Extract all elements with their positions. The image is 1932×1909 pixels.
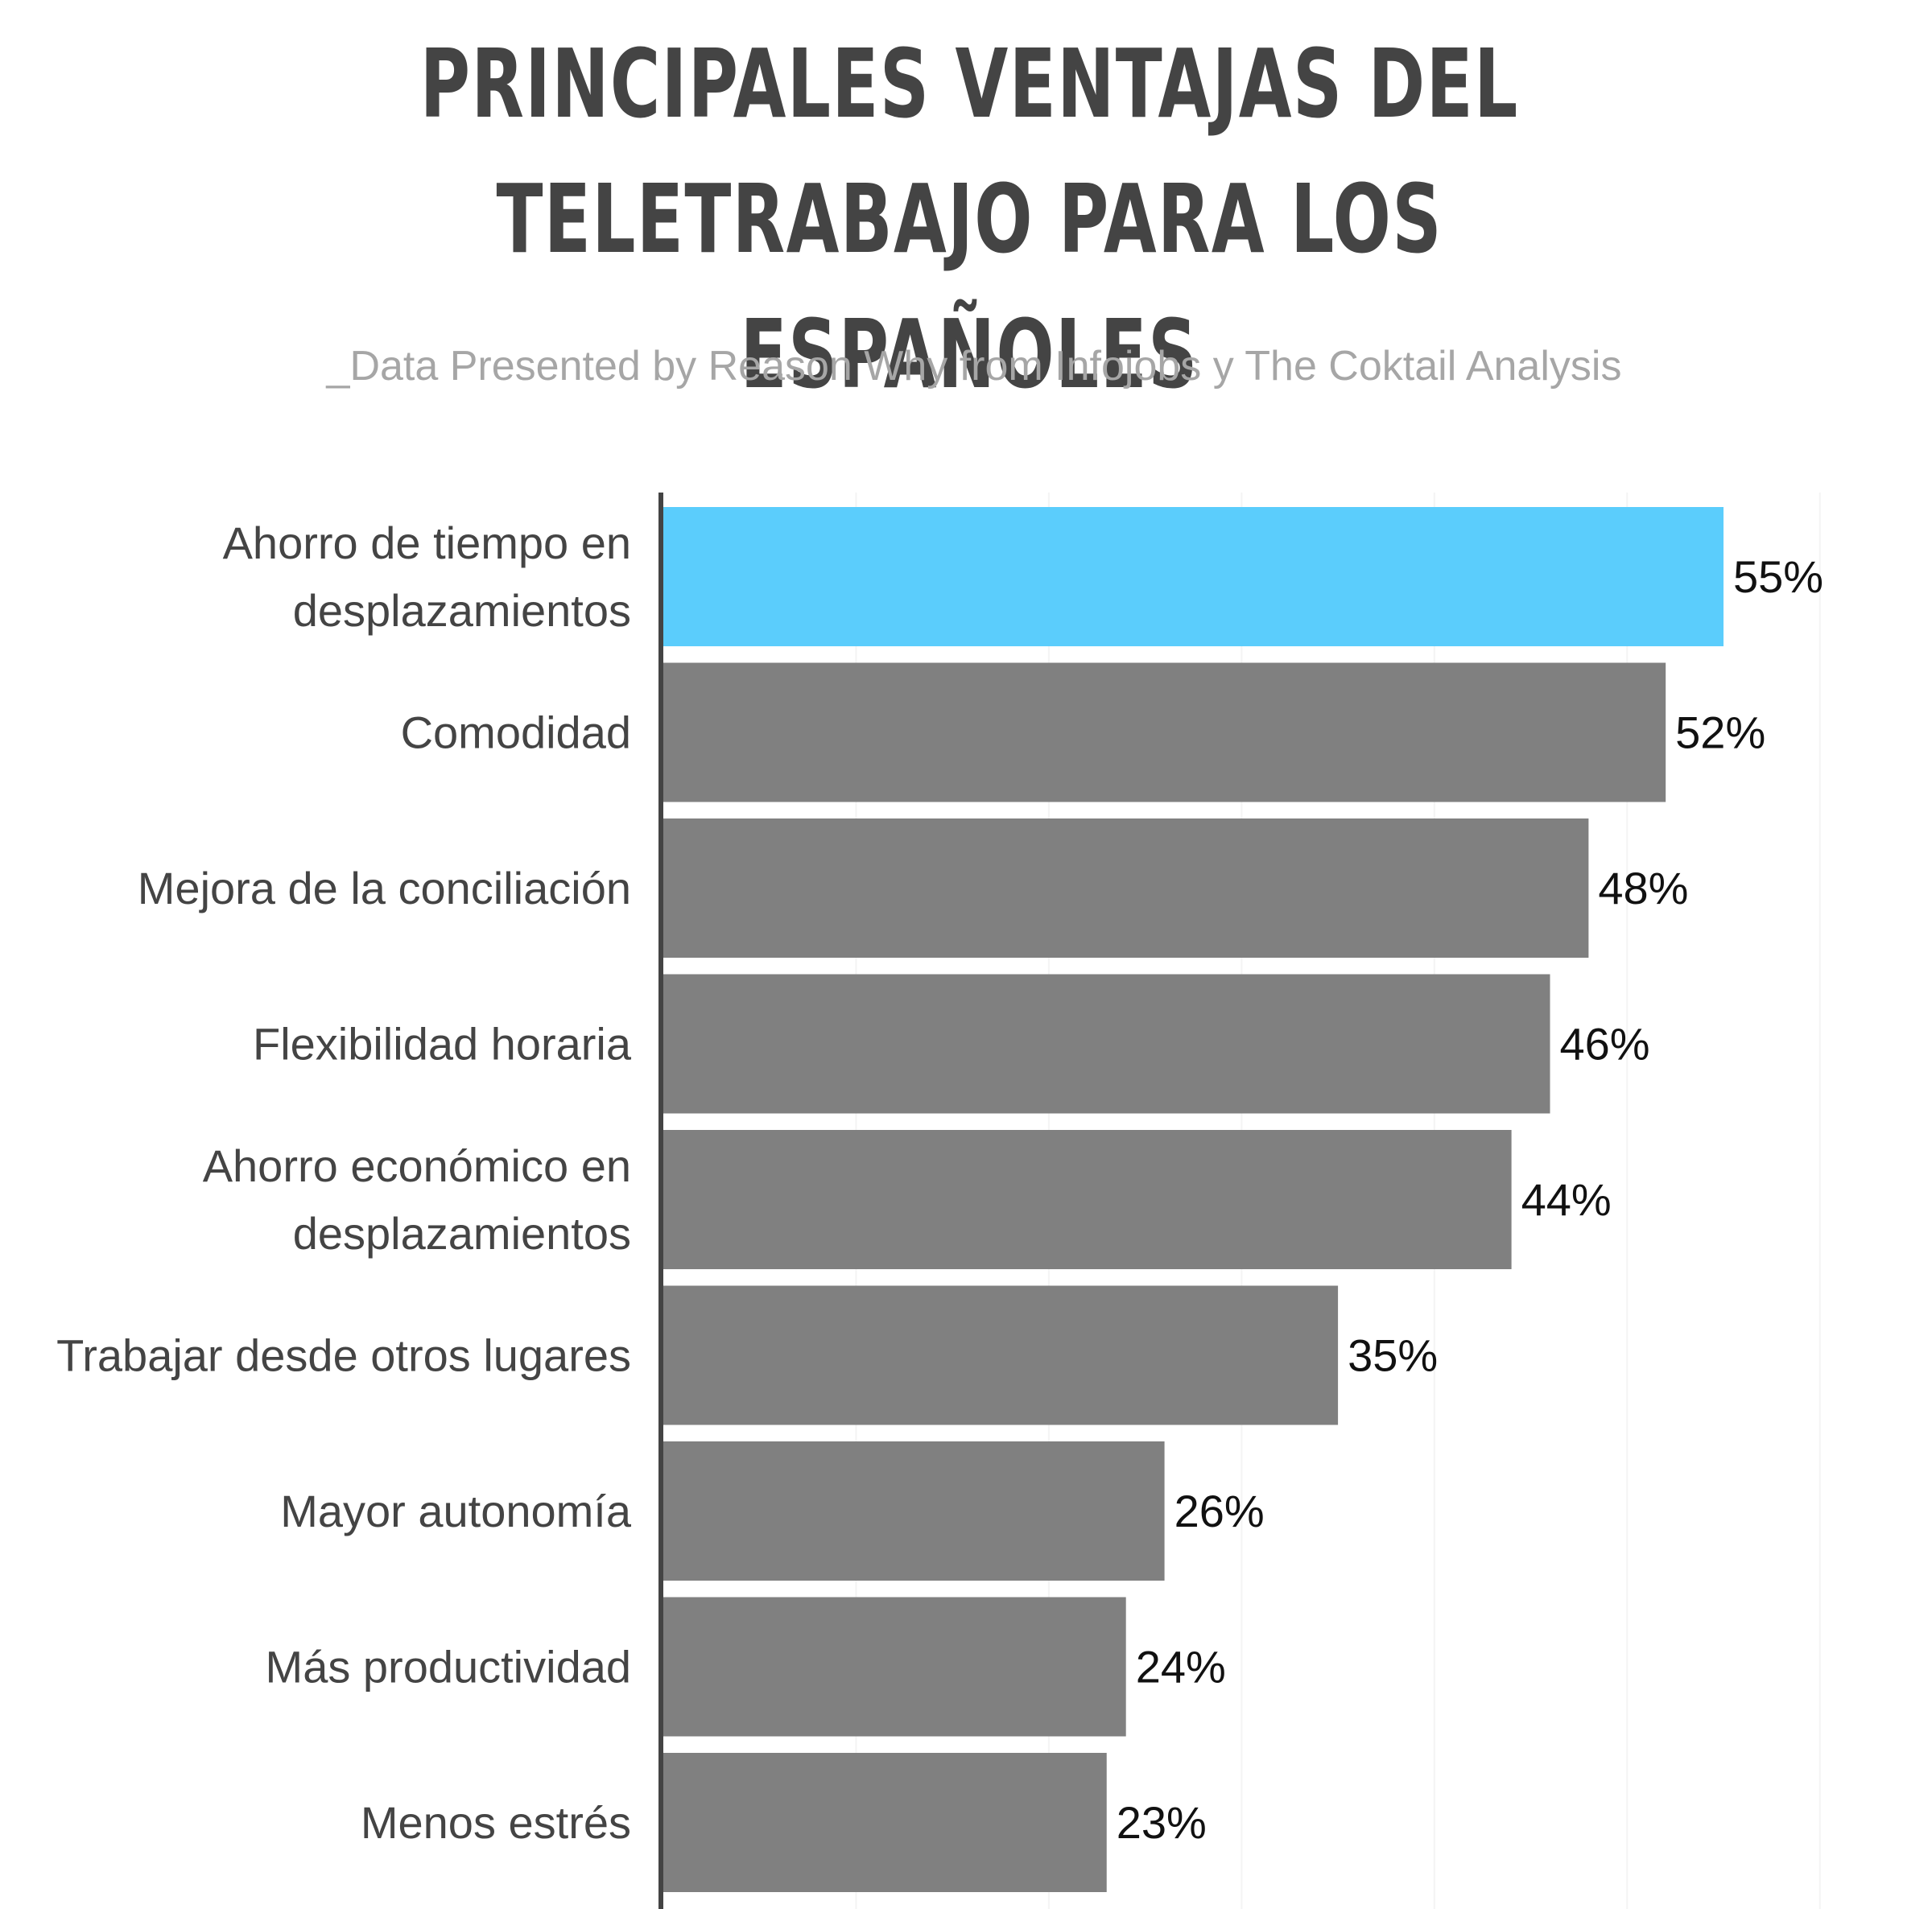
category-label-line: desplazamientos	[293, 585, 631, 636]
category-label: Comodidad	[401, 707, 631, 758]
category-label: Ahorro económico en desplazamientos	[203, 1140, 631, 1259]
category-label-line: Ahorro económico en	[203, 1140, 631, 1191]
category-label-line: Mejora de la conciliación	[138, 863, 631, 913]
value-label: 35%	[1348, 1330, 1438, 1381]
bars	[663, 507, 1724, 1892]
category-label-line: Flexibilidad horaria	[253, 1019, 632, 1070]
bar	[663, 974, 1550, 1114]
value-label: 52%	[1675, 707, 1765, 758]
category-label-line: Comodidad	[401, 707, 631, 758]
category-label-line: Mayor autonomía	[280, 1486, 632, 1536]
category-label: Menos estrés	[361, 1797, 631, 1848]
category-label: Ahorro de tiempo en desplazamientos	[223, 517, 631, 636]
value-label: 46%	[1559, 1019, 1649, 1070]
category-label: Más productividad	[266, 1642, 631, 1693]
value-label: 44%	[1521, 1174, 1612, 1225]
title-line-1: PRINCIPALES VENTAJAS DEL	[419, 28, 1519, 139]
title-line-2: TELETRABAJO PARA LOS ESPAÑOLES	[496, 163, 1443, 410]
chart-subtitle: _Data Presented by Reason Why from Infoj…	[326, 343, 1622, 390]
value-label: 23%	[1117, 1797, 1207, 1848]
category-label-line: desplazamientos	[293, 1208, 631, 1259]
value-label: 48%	[1598, 863, 1688, 913]
category-label: Mayor autonomía	[280, 1486, 632, 1536]
category-label: Trabajar desde otros lugares	[56, 1330, 631, 1381]
bar	[663, 1285, 1339, 1425]
bar	[663, 818, 1589, 958]
category-label-line: Ahorro de tiempo en	[223, 517, 631, 568]
category-label-line: Más productividad	[266, 1642, 631, 1693]
value-label: 55%	[1733, 551, 1823, 602]
bar	[663, 1130, 1512, 1269]
category-label-line: Trabajar desde otros lugares	[56, 1330, 631, 1381]
category-label-line: Menos estrés	[361, 1797, 631, 1848]
value-labels: 55% 52% 48% 46% 44% 35% 26% 24% 23%	[1117, 551, 1823, 1848]
category-labels: Ahorro de tiempo en desplazamientos Comodi…	[56, 517, 632, 1848]
value-label: 24%	[1136, 1642, 1226, 1693]
bar	[663, 1753, 1107, 1892]
value-label: 26%	[1174, 1486, 1265, 1536]
bar	[663, 662, 1666, 802]
bar	[663, 507, 1724, 646]
category-label: Flexibilidad horaria	[253, 1019, 632, 1070]
chart-title: PRINCIPALES VENTAJAS DEL TELETRABAJO PAR…	[274, 16, 1665, 422]
category-label: Mejora de la conciliación	[138, 863, 631, 913]
bar	[663, 1597, 1126, 1737]
bar	[663, 1441, 1165, 1581]
